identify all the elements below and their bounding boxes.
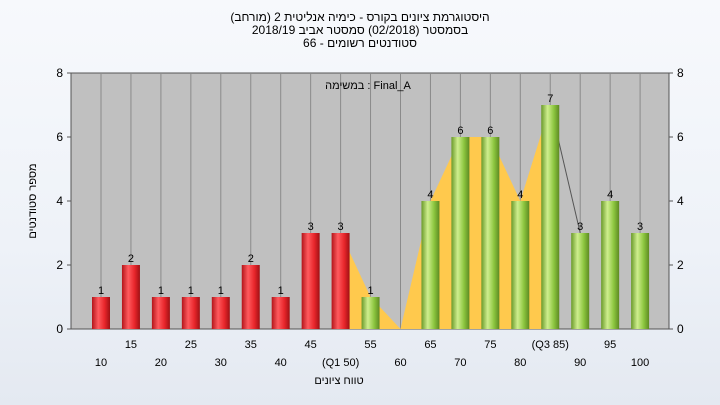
task-annotation: במשימה : Final_A (325, 80, 411, 92)
x-tick-label: 55 (364, 339, 376, 351)
x-tick-label: 25 (185, 339, 197, 351)
bar (271, 297, 290, 329)
bar-value-label: 4 (427, 189, 433, 201)
bar-value-label: 3 (308, 221, 314, 233)
bar (541, 105, 560, 329)
x-tick-label: 95 (604, 339, 616, 351)
y-axis-right-ticks: 0 2 4 6 8 (669, 66, 684, 336)
bar-value-label: 4 (607, 189, 613, 201)
plot-area (70, 72, 670, 330)
x-axis-ticks: 10 15 20 25 30 35 40 45 (Q1 50) 55 60 65 70 75 80 (Q3 8… (95, 339, 649, 369)
bar (421, 201, 440, 329)
bar-value-label: 7 (547, 93, 553, 105)
x-tick-label: 70 (454, 357, 466, 369)
bar-value-label: 1 (218, 285, 224, 297)
bar (631, 233, 650, 329)
x-tick-label: 45 (305, 339, 317, 351)
y-tick-label: 6 (56, 130, 63, 144)
x-tick-label: 15 (125, 339, 137, 351)
y-tick-label: 2 (56, 258, 63, 272)
y-axis-left-ticks: 0 2 4 6 8 (56, 66, 71, 336)
x-tick-label: 80 (514, 357, 526, 369)
bar-value-label: 2 (128, 253, 134, 265)
y-tick-label: 8 (677, 66, 684, 80)
x-tick-label: 35 (245, 339, 257, 351)
bar-value-label: 1 (188, 285, 194, 297)
x-tick-label: (Q3 85) (532, 339, 569, 351)
chart-title-line-2: בסמסטר (02/2018) סמסטר אביב 2018/19 (252, 23, 468, 37)
bars (92, 105, 650, 329)
x-tick-label: 10 (95, 357, 107, 369)
x-tick-label: 60 (394, 357, 406, 369)
bar (451, 137, 470, 329)
chart-title-line-1: (היסטוגרמת ציונים בקורס - כימיה אנליטית … (230, 10, 489, 24)
x-axis-title: טווח ציונים (314, 375, 363, 387)
x-tick-label: (Q1 50) (322, 357, 359, 369)
x-tick-label: 90 (574, 357, 586, 369)
y-axis-title: מספר סטודנטים (27, 163, 39, 238)
y-tick-label: 6 (677, 130, 684, 144)
bar-value-label: 1 (367, 285, 373, 297)
bar-value-label: 3 (637, 221, 643, 233)
y-tick-label: 0 (56, 322, 63, 336)
x-tick-label: 20 (155, 357, 167, 369)
bar-value-label: 1 (158, 285, 164, 297)
bar-value-label: 4 (517, 189, 523, 201)
bar-value-label: 1 (278, 285, 284, 297)
bar (92, 297, 110, 329)
bar (361, 297, 380, 329)
bar-value-label: 3 (338, 221, 344, 233)
bar-value-label: 3 (577, 221, 583, 233)
bar-value-label: 6 (487, 125, 493, 137)
bar-value-label: 6 (457, 125, 463, 137)
bar (571, 233, 590, 329)
bar (331, 233, 350, 329)
bar (511, 201, 530, 329)
chart-title-line-3: סטודנטים רשומים - 66 (303, 36, 417, 50)
bar (121, 265, 140, 329)
bar-value-label: 2 (248, 253, 254, 265)
y-tick-label: 8 (56, 66, 63, 80)
y-tick-label: 0 (677, 322, 684, 336)
y-tick-label: 4 (677, 194, 684, 208)
x-tick-label: 30 (215, 357, 227, 369)
y-tick-label: 2 (677, 258, 684, 272)
bar-value-labels: 1 2 1 1 1 2 1 3 3 1 4 6 6 4 7 3 4 3 (98, 93, 643, 297)
x-tick-label: 75 (484, 339, 496, 351)
x-tick-label: 40 (275, 357, 287, 369)
bar-value-label: 1 (98, 285, 104, 297)
x-tick-label: 65 (424, 339, 436, 351)
bar (241, 265, 260, 329)
x-tick-label: 100 (631, 357, 649, 369)
y-tick-label: 4 (56, 194, 63, 208)
bar (601, 201, 620, 329)
bar (301, 233, 320, 329)
bar (181, 297, 200, 329)
bar (151, 297, 170, 329)
bar (211, 297, 230, 329)
bar (481, 137, 500, 329)
